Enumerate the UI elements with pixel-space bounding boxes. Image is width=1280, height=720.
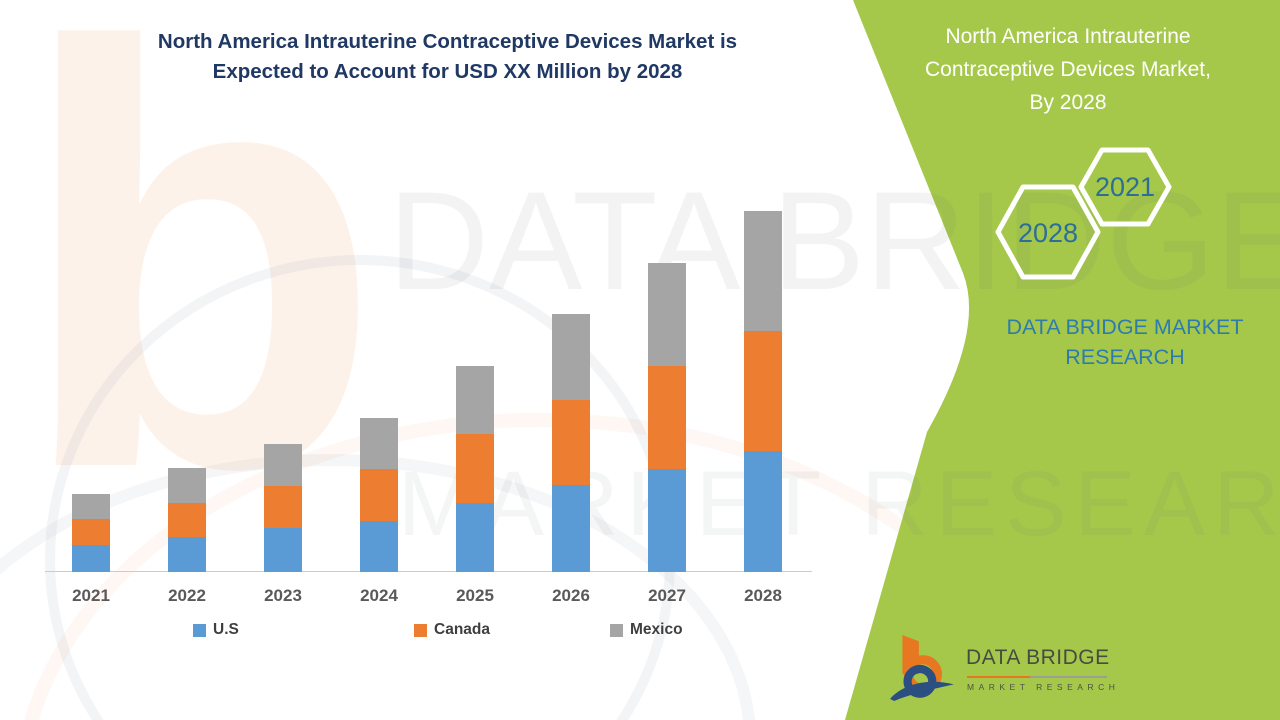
side-panel-title: North America Intrauterine Contraceptive… xyxy=(884,20,1252,119)
x-axis-label-2022: 2022 xyxy=(168,586,206,605)
legend-label-canada: Canada xyxy=(434,621,490,638)
background-logo-watermark: b xyxy=(16,0,383,593)
legend-label-mexico: Mexico xyxy=(630,621,683,638)
hexagon-2021-label: 2021 xyxy=(1095,172,1155,202)
legend-label-us: U.S xyxy=(213,621,239,638)
bar-segment-mexico-2022 xyxy=(168,468,206,503)
green-panel-shape xyxy=(845,0,1280,720)
legend-item-canada: Canada xyxy=(414,621,490,639)
side-panel-brand-text: DATA BRIDGE MARKET RESEARCH xyxy=(945,312,1280,372)
footer-logo-subtitle: MARKET RESEARCH xyxy=(967,682,1120,692)
bar-segment-mexico-2026 xyxy=(552,314,590,400)
footer-logo-brand: DATA BRIDGE xyxy=(966,646,1110,669)
x-axis-line xyxy=(45,571,812,572)
bar-segment-mexico-2024 xyxy=(360,418,398,469)
bar-segment-canada-2025 xyxy=(456,434,494,503)
legend-item-us: U.S xyxy=(193,621,239,639)
x-axis-label-2023: 2023 xyxy=(264,586,302,605)
bar-segment-us-2027 xyxy=(648,469,686,572)
footer-logo-divider xyxy=(967,676,1107,678)
bar-segment-us-2023 xyxy=(264,528,302,572)
side-panel-brand-line1: DATA BRIDGE MARKET xyxy=(1006,315,1244,339)
hexagon-2021 xyxy=(1078,147,1172,227)
x-axis-label-2025: 2025 xyxy=(456,586,494,605)
bar-segment-us-2025 xyxy=(456,503,494,572)
side-panel-title-line3: By 2028 xyxy=(1029,91,1107,114)
bar-segment-canada-2022 xyxy=(168,503,206,537)
bar-segment-us-2028 xyxy=(744,451,782,572)
bar-segment-us-2024 xyxy=(360,521,398,572)
legend-swatch-canada xyxy=(414,623,427,637)
bar-segment-us-2026 xyxy=(552,485,590,572)
hexagon-2028 xyxy=(995,184,1101,280)
chart-title-line1: North America Intrauterine Contraceptive… xyxy=(157,30,738,53)
chart-title: North America Intrauterine Contraceptive… xyxy=(70,27,825,87)
legend-swatch-mexico xyxy=(610,623,623,637)
bar-segment-canada-2027 xyxy=(648,366,686,469)
footer-logo: DATA BRIDGE MARKET RESEARCH xyxy=(888,633,1158,713)
side-panel-brand-line2: RESEARCH xyxy=(1065,345,1185,369)
side-panel-title-line2: Contraceptive Devices Market, xyxy=(925,58,1211,81)
hexagon-2028-label: 2028 xyxy=(1018,218,1078,248)
data-bridge-logo-icon xyxy=(890,635,954,701)
bar-segment-canada-2021 xyxy=(72,519,110,545)
market-research-text-watermark: MARKET RESEARCH xyxy=(398,453,1280,555)
bar-segment-mexico-2027 xyxy=(648,263,686,366)
bar-segment-us-2021 xyxy=(72,545,110,572)
bar-segment-canada-2024 xyxy=(360,469,398,521)
bar-segment-mexico-2028 xyxy=(744,211,782,331)
data-bridge-text-watermark: DATA BRIDGE xyxy=(388,162,1280,319)
bar-segment-mexico-2025 xyxy=(456,366,494,434)
x-axis-label-2027: 2027 xyxy=(648,586,686,605)
legend-item-mexico: Mexico xyxy=(610,621,683,639)
side-panel-title-line1: North America Intrauterine xyxy=(945,25,1191,48)
x-axis-label-2026: 2026 xyxy=(552,586,590,605)
bar-segment-canada-2023 xyxy=(264,486,302,528)
x-axis-label-2021: 2021 xyxy=(72,586,110,605)
bar-segment-mexico-2021 xyxy=(72,494,110,519)
bar-segment-canada-2026 xyxy=(552,400,590,485)
bar-segment-mexico-2023 xyxy=(264,444,302,486)
legend-swatch-us xyxy=(193,623,206,637)
x-axis-label-2024: 2024 xyxy=(360,586,398,605)
bar-segment-us-2022 xyxy=(168,537,206,572)
bar-segment-canada-2028 xyxy=(744,331,782,451)
chart-title-line2: Expected to Account for USD XX Million b… xyxy=(212,60,683,83)
x-axis-label-2028: 2028 xyxy=(744,586,782,605)
